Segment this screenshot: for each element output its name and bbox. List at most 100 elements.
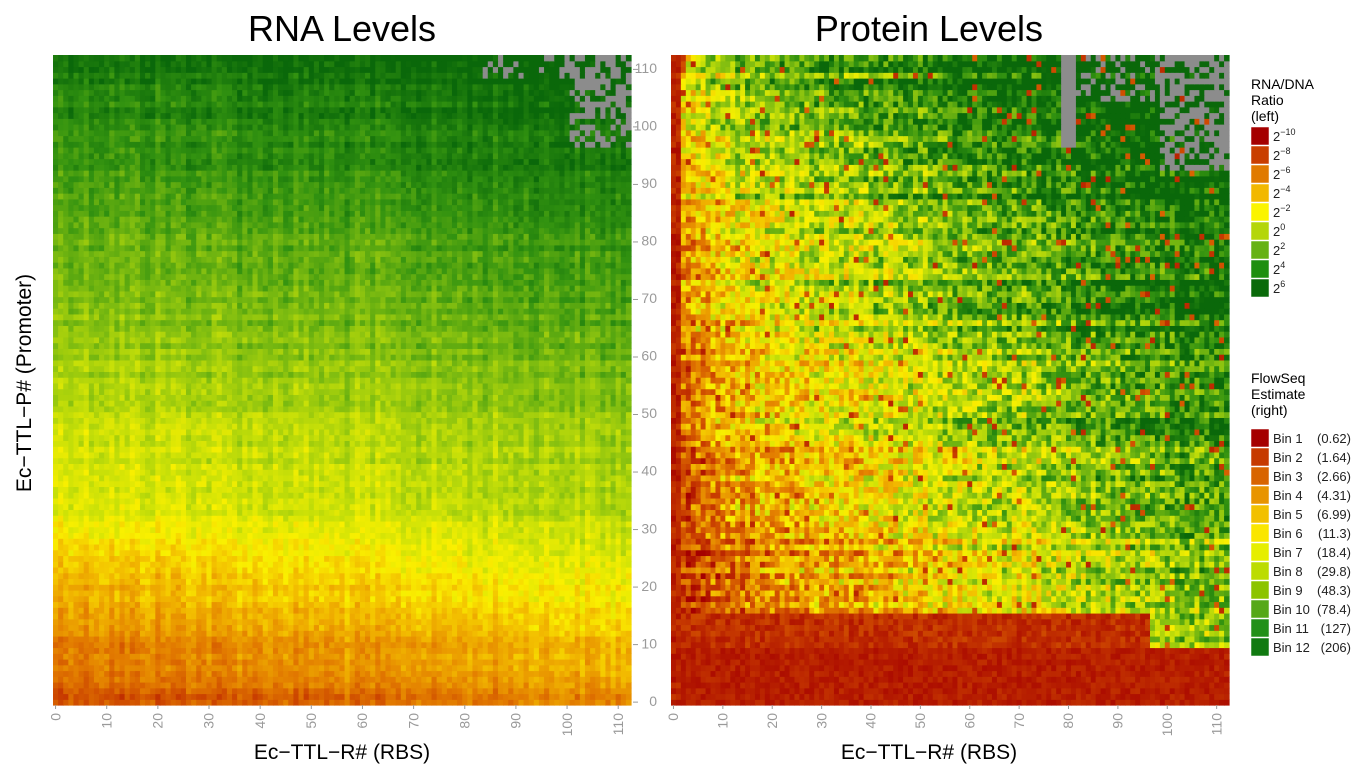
rna-heatmap-cell xyxy=(518,584,524,590)
rna-heatmap-cell xyxy=(457,688,463,694)
rna-heatmap-cell xyxy=(447,509,453,515)
rna-heatmap-cell xyxy=(109,682,115,688)
rna-heatmap-cell xyxy=(345,486,351,492)
rna-heatmap-cell xyxy=(273,573,279,579)
rna-heatmap-cell xyxy=(401,458,407,464)
rna-heatmap-cell xyxy=(406,458,412,464)
rna-heatmap-cell xyxy=(396,601,402,607)
rna-heatmap-cell xyxy=(534,630,540,636)
rna-heatmap-cell xyxy=(232,619,238,625)
rna-heatmap-cell xyxy=(283,475,289,481)
rna-heatmap-cell xyxy=(339,694,345,700)
rna-heatmap-cell xyxy=(518,521,524,527)
rna-heatmap-cell xyxy=(426,504,432,510)
rna-heatmap-cell xyxy=(63,515,69,521)
rna-heatmap-cell xyxy=(437,682,443,688)
rna-heatmap-cell xyxy=(432,647,438,653)
rna-heatmap-cell xyxy=(518,630,524,636)
rna-heatmap-cell xyxy=(529,532,535,538)
rna-heatmap-cell xyxy=(447,481,453,487)
rna-heatmap-cell xyxy=(457,578,463,584)
rna-heatmap-cell xyxy=(63,492,69,498)
rna-heatmap-cell xyxy=(79,607,85,613)
rna-heatmap-cell xyxy=(309,544,315,550)
rna-heatmap-cell xyxy=(534,561,540,567)
rna-heatmap-cell xyxy=(176,567,182,573)
rna-heatmap-cell xyxy=(493,458,499,464)
rna-heatmap-cell xyxy=(559,699,565,705)
rna-heatmap-cell xyxy=(304,636,310,642)
rna-heatmap-cell xyxy=(237,567,243,573)
rna-heatmap-cell xyxy=(68,555,74,561)
rna-heatmap-cell xyxy=(447,613,453,619)
rna-heatmap-cell xyxy=(518,613,524,619)
rna-heatmap-cell xyxy=(350,498,356,504)
rna-heatmap-cell xyxy=(232,670,238,676)
rna-heatmap-cell xyxy=(595,475,601,481)
rna-heatmap-cell xyxy=(304,584,310,590)
rna-heatmap-cell xyxy=(396,607,402,613)
rna-heatmap-cell xyxy=(79,630,85,636)
rna-heatmap-cell xyxy=(176,694,182,700)
rna-heatmap-cell xyxy=(329,659,335,665)
rna-heatmap-cell xyxy=(600,694,606,700)
rna-heatmap-cell xyxy=(426,573,432,579)
rna-heatmap-cell xyxy=(145,619,151,625)
rna-heatmap-cell xyxy=(483,676,489,682)
rna-heatmap-cell xyxy=(171,647,177,653)
rna-heatmap-cell xyxy=(339,636,345,642)
rna-heatmap-cell xyxy=(309,550,315,556)
rna-heatmap-cell xyxy=(247,504,253,510)
rna-heatmap-cell xyxy=(288,486,294,492)
rna-heatmap-cell xyxy=(63,607,69,613)
rna-heatmap-cell xyxy=(462,676,468,682)
rna-heatmap-cell xyxy=(130,521,136,527)
rna-heatmap-cell xyxy=(365,498,371,504)
rna-heatmap-cell xyxy=(406,682,412,688)
rna-heatmap-cell xyxy=(493,567,499,573)
rna-heatmap-cell xyxy=(406,584,412,590)
rna-heatmap-cell xyxy=(437,659,443,665)
rna-heatmap-cell xyxy=(426,584,432,590)
rna-heatmap-cell xyxy=(370,676,376,682)
rna-heatmap-cell xyxy=(570,699,576,705)
rna-heatmap-cell xyxy=(467,561,473,567)
rna-heatmap-cell xyxy=(611,624,617,630)
rna-heatmap-cell xyxy=(437,452,443,458)
rna-heatmap-cell xyxy=(278,607,284,613)
rna-heatmap-cell xyxy=(585,642,591,648)
rna-heatmap-cell xyxy=(145,596,151,602)
rna-heatmap-cell xyxy=(104,492,110,498)
rna-heatmap-cell xyxy=(63,486,69,492)
rna-heatmap-cell xyxy=(575,619,581,625)
rna-heatmap-cell xyxy=(73,642,79,648)
rna-heatmap-cell xyxy=(611,670,617,676)
rna-heatmap-cell xyxy=(181,676,187,682)
rna-heatmap-cell xyxy=(554,590,560,596)
rna-heatmap-cell xyxy=(201,590,207,596)
rna-heatmap-cell xyxy=(288,521,294,527)
rna-heatmap-cell xyxy=(432,469,438,475)
rna-heatmap-cell xyxy=(416,584,422,590)
rna-heatmap-cell xyxy=(73,452,79,458)
rna-heatmap-cell xyxy=(252,659,258,665)
rna-heatmap-cell xyxy=(375,578,381,584)
rna-heatmap-cell xyxy=(529,670,535,676)
rna-heatmap-cell xyxy=(237,590,243,596)
rna-heatmap-cell xyxy=(186,573,192,579)
rna-heatmap-cell xyxy=(94,463,100,469)
rna-heatmap-cell xyxy=(58,475,64,481)
rna-heatmap-cell xyxy=(252,636,258,642)
rna-heatmap-cell xyxy=(544,504,550,510)
rna-heatmap-cell xyxy=(483,538,489,544)
rna-heatmap-cell xyxy=(401,682,407,688)
rna-heatmap-cell xyxy=(130,527,136,533)
rna-heatmap-cell xyxy=(181,544,187,550)
rna-heatmap-cell xyxy=(345,527,351,533)
rna-heatmap-cell xyxy=(406,573,412,579)
rna-heatmap-cell xyxy=(150,676,156,682)
rna-heatmap-cell xyxy=(181,492,187,498)
rna-heatmap-cell xyxy=(140,601,146,607)
rna-heatmap-cell xyxy=(176,647,182,653)
rna-heatmap-cell xyxy=(616,676,622,682)
